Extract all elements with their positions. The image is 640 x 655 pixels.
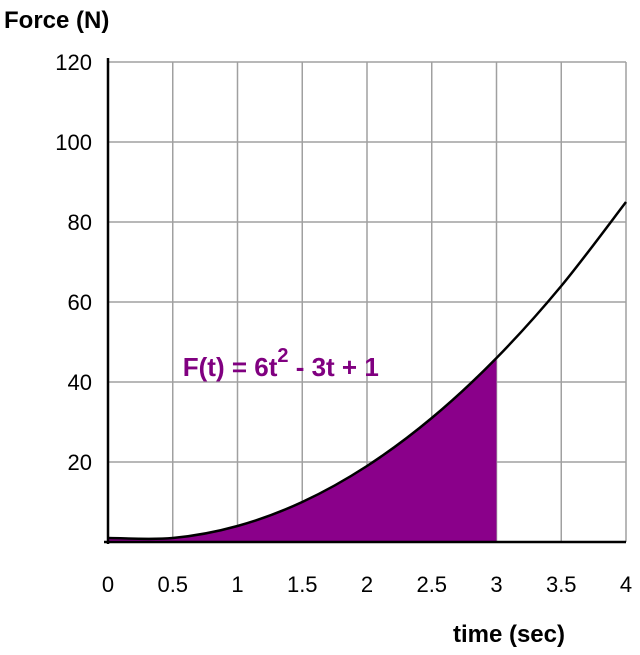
x-tick-label: 3 — [490, 572, 502, 597]
x-tick-label: 2.5 — [416, 572, 447, 597]
formula-superscript: 2 — [277, 345, 288, 367]
y-tick-label: 20 — [68, 450, 92, 475]
shaded-area-layer — [108, 358, 497, 542]
y-tick-label: 100 — [55, 130, 92, 155]
x-tick-label: 0 — [102, 572, 114, 597]
x-tick-label: 0.5 — [157, 572, 188, 597]
force-curve — [107, 201, 627, 541]
y-tick-label: 120 — [55, 50, 92, 75]
formula-rest: - 3t + 1 — [288, 352, 378, 382]
formula-main: F(t) = 6t — [183, 352, 278, 382]
formula-annotation: F(t) = 6t2 - 3t + 1 — [183, 345, 379, 382]
x-tick-label: 2 — [361, 572, 373, 597]
axes — [104, 58, 626, 544]
shaded-impulse-area — [108, 358, 497, 542]
x-tick-label: 4 — [620, 572, 632, 597]
x-tick-label: 3.5 — [546, 572, 577, 597]
chart-title: Force (N) — [4, 7, 109, 34]
grid — [108, 61, 627, 542]
y-tick-label: 80 — [68, 210, 92, 235]
y-tick-label: 60 — [68, 290, 92, 315]
x-axis-label: time (sec) — [453, 621, 565, 648]
y-tick-label: 40 — [68, 370, 92, 395]
tick-labels: 0 0.5 1 1.5 2 2.5 3 3.5 4 20 40 60 80 100 120 — [55, 50, 632, 597]
force-curve-layer — [107, 201, 627, 541]
x-tick-label: 1.5 — [287, 572, 318, 597]
x-tick-label: 1 — [231, 572, 243, 597]
